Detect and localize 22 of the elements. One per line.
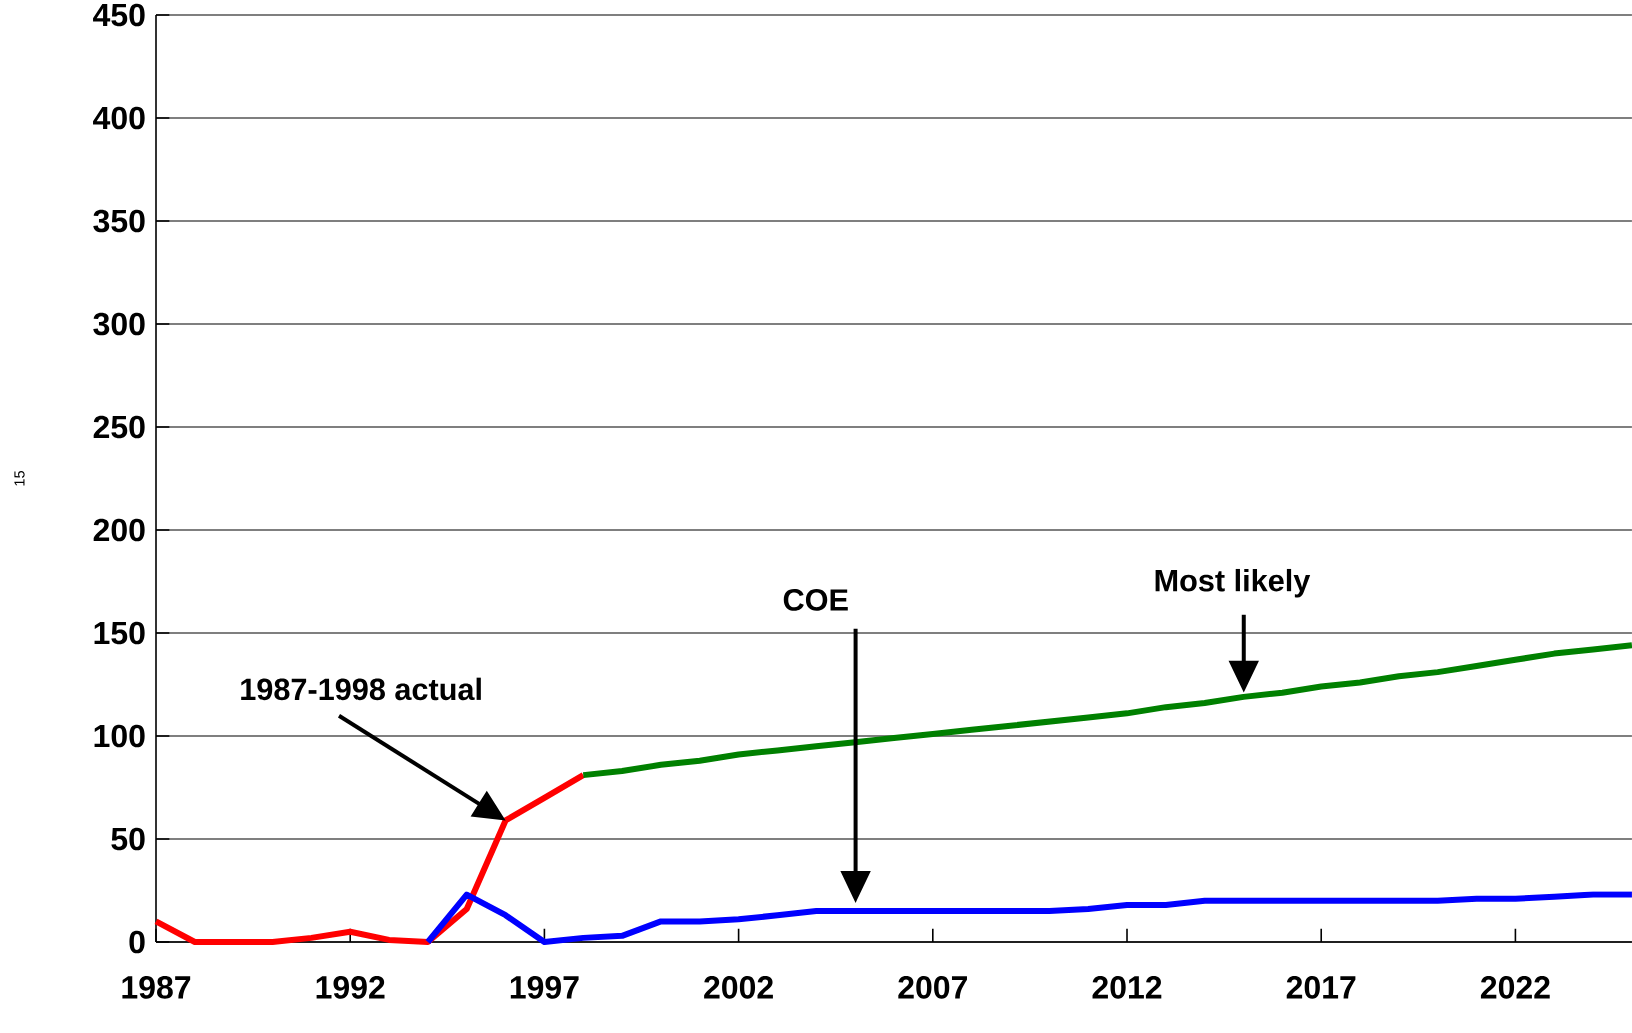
y-tick-label: 200 [93,518,145,542]
x-tick-label: 1992 [316,976,385,999]
y-tick-label: 150 [94,621,145,645]
annotation: Most likely [1155,568,1311,598]
y-tick-label: 300 [93,312,145,336]
y-tick-label: 50 [111,827,145,851]
y-tick-label: 0 [129,930,145,954]
x-tick-label: 1997 [510,976,579,999]
y-axis-title: 15 [14,470,25,486]
annotation: 1987-1998 actual [241,677,481,701]
x-tick-label: 2007 [898,976,967,999]
annotation: COE [783,589,848,611]
x-tick-label: 2012 [1092,976,1162,999]
y-tick-label: 350 [93,209,145,233]
x-tick-label: 2017 [1286,976,1356,999]
y-tick-label: 100 [94,724,145,748]
x-tick-label: 1987 [122,976,191,999]
x-tick-label: 2002 [704,976,773,999]
y-tick-label: 450 [93,3,145,27]
x-tick-label: 2022 [1480,976,1550,999]
y-tick-label: 400 [93,106,145,130]
y-tick-label: 250 [93,415,145,439]
